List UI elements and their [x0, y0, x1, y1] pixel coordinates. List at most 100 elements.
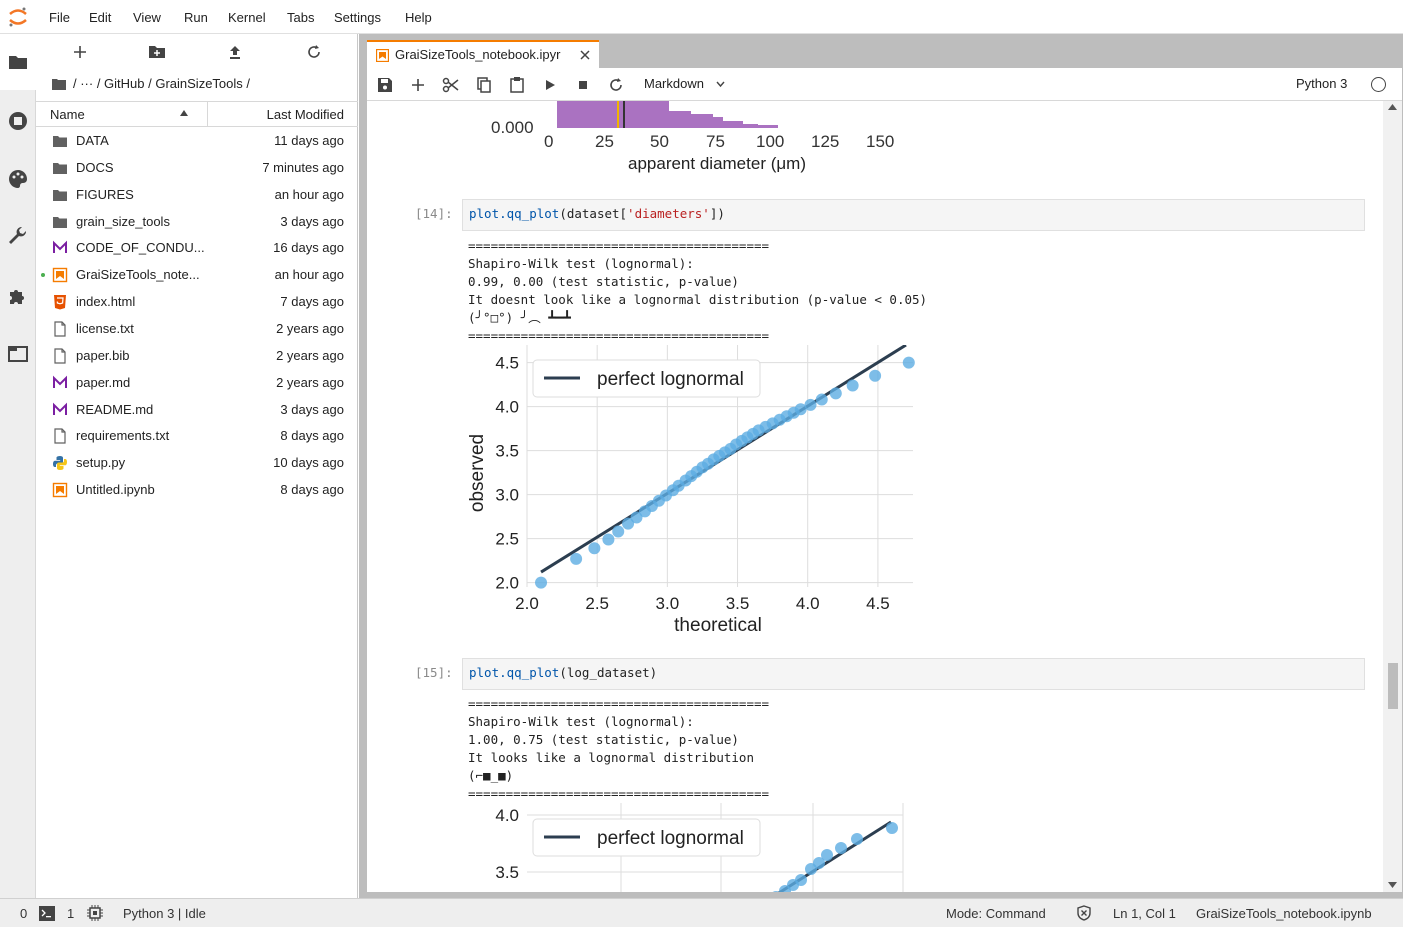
kernel-count[interactable]: 1 [67, 906, 75, 921]
wrench-icon[interactable] [6, 225, 30, 249]
folder-icon [53, 189, 67, 201]
terminal-icon[interactable] [39, 906, 55, 921]
add-cell-icon[interactable] [408, 75, 428, 95]
file-row[interactable]: CODE_OF_CONDU... 16 days ago [36, 234, 358, 261]
close-icon[interactable] [578, 48, 592, 62]
tab-notebook[interactable]: GraiSizeTools_notebook.ipyr [367, 40, 599, 69]
tabs-icon[interactable] [6, 342, 30, 366]
file-row[interactable]: Untitled.ipynb 8 days ago [36, 476, 358, 503]
cell-type-select[interactable]: Markdown [644, 76, 704, 91]
code-function: plot.qq_plot [469, 665, 560, 680]
breadcrumb[interactable]: / ··· / GitHub / GrainSizeTools / [73, 76, 250, 91]
tab-label: GraiSizeTools_notebook.ipyr [395, 47, 561, 62]
status-filename: GraiSizeTools_notebook.ipynb [1196, 906, 1372, 921]
menu-settings[interactable]: Settings [334, 10, 381, 25]
upload-icon[interactable] [222, 42, 248, 62]
new-launcher-icon[interactable] [67, 42, 93, 62]
file-row[interactable]: setup.py 10 days ago [36, 449, 358, 476]
cursor-position[interactable]: Ln 1, Col 1 [1113, 906, 1176, 921]
y-tick-label: 3.5 [495, 863, 519, 882]
scrollbar-thumb[interactable] [1388, 663, 1398, 709]
histogram-bar [654, 101, 669, 128]
new-folder-icon[interactable] [144, 42, 170, 62]
file-row[interactable]: index.html 7 days ago [36, 288, 358, 315]
extension-icon[interactable] [6, 284, 30, 308]
data-point [612, 525, 625, 538]
file-modified: 2 years ago [276, 320, 344, 336]
scroll-up-icon[interactable] [1388, 104, 1397, 110]
histogram-bar [691, 114, 713, 128]
file-row[interactable]: DATA 11 days ago [36, 127, 358, 154]
terminal-count[interactable]: 0 [20, 906, 28, 921]
file-row[interactable]: requirements.txt 8 days ago [36, 422, 358, 449]
histogram-xtick: 150 [866, 132, 895, 151]
stop-icon[interactable] [573, 75, 593, 95]
file-row[interactable]: GraiSizeTools_note... an hour ago [36, 261, 358, 288]
file-icon [54, 428, 66, 444]
data-point [829, 387, 842, 400]
scroll-down-icon[interactable] [1388, 882, 1397, 888]
scrollbar[interactable] [1383, 101, 1402, 892]
cell-prompt: [14]: [415, 206, 453, 221]
save-icon[interactable] [375, 75, 395, 95]
menu-edit[interactable]: Edit [89, 10, 112, 25]
kernel-status[interactable]: Python 3 | Idle [123, 906, 206, 921]
menu-kernel[interactable]: Kernel [228, 10, 266, 25]
refresh-icon[interactable] [301, 42, 327, 62]
file-icon [54, 348, 66, 364]
trust-icon[interactable] [1076, 905, 1092, 921]
column-name-header[interactable]: Name [50, 107, 85, 122]
main-dock-area: GraiSizeTools_notebook.ipyr [359, 34, 1403, 898]
menu-file[interactable]: File [49, 10, 70, 25]
file-row[interactable]: grain_size_tools 3 days ago [36, 208, 358, 235]
menu-view[interactable]: View [133, 10, 161, 25]
file-name: grain_size_tools [76, 213, 170, 229]
notebook-content[interactable]: 0.000 0 25 50 75 100 125 150 apparent di… [367, 101, 1383, 892]
file-row[interactable]: license.txt 2 years ago [36, 315, 358, 342]
sort-ascending-icon [180, 110, 188, 116]
folder-icon[interactable] [52, 78, 66, 90]
running-icon[interactable] [6, 109, 30, 133]
menu-bar: File Edit View Run Kernel Tabs Settings … [0, 0, 1403, 34]
file-row[interactable]: paper.bib 2 years ago [36, 342, 358, 369]
run-icon[interactable] [540, 75, 560, 95]
cut-icon[interactable] [441, 75, 461, 95]
legend-box [532, 818, 761, 857]
legend-label: perfect lognormal [597, 828, 744, 849]
file-icon [54, 321, 66, 337]
menu-help[interactable]: Help [405, 10, 432, 25]
code-text: (dataset[ [559, 206, 628, 221]
column-modified-header[interactable]: Last Modified [266, 107, 344, 122]
file-browser: / ··· / GitHub / GrainSizeTools / Name L… [36, 34, 358, 898]
file-name: GraiSizeTools_note... [76, 267, 200, 283]
file-modified: an hour ago [274, 186, 344, 202]
data-point [570, 552, 583, 565]
data-point [622, 517, 635, 530]
y-tick-label: 2.0 [495, 574, 519, 593]
histogram-bar [669, 111, 691, 128]
code-cell-input[interactable]: plot.qq_plot(log_dataset) [462, 658, 1365, 690]
folder-icon[interactable] [6, 50, 30, 74]
file-list-header: Name Last Modified [36, 101, 358, 127]
x-tick-label: 3.0 [656, 594, 680, 613]
running-indicator [41, 273, 45, 278]
file-name: CODE_OF_CONDU... [76, 240, 205, 256]
code-text: ]) [709, 206, 725, 221]
menu-tabs[interactable]: Tabs [287, 10, 315, 25]
restart-icon[interactable] [606, 75, 626, 95]
y-tick-label: 3.0 [495, 486, 519, 505]
code-cell-input[interactable]: plot.qq_plot(dataset['diameters']) [462, 199, 1365, 231]
paste-icon[interactable] [507, 75, 527, 95]
file-row[interactable]: paper.md 2 years ago [36, 369, 358, 396]
palette-icon[interactable] [6, 167, 30, 191]
file-modified: 8 days ago [280, 428, 344, 444]
file-row[interactable]: README.md 3 days ago [36, 396, 358, 423]
file-row[interactable]: DOCS 7 minutes ago [36, 154, 358, 181]
kernel-name[interactable]: Python 3 [1296, 76, 1348, 91]
copy-icon[interactable] [474, 75, 494, 95]
x-tick-label: 2.0 [515, 594, 539, 613]
kernel-chip-icon[interactable] [87, 905, 103, 921]
file-row[interactable]: FIGURES an hour ago [36, 181, 358, 208]
menu-run[interactable]: Run [184, 10, 208, 25]
file-modified: 3 days ago [280, 401, 344, 417]
